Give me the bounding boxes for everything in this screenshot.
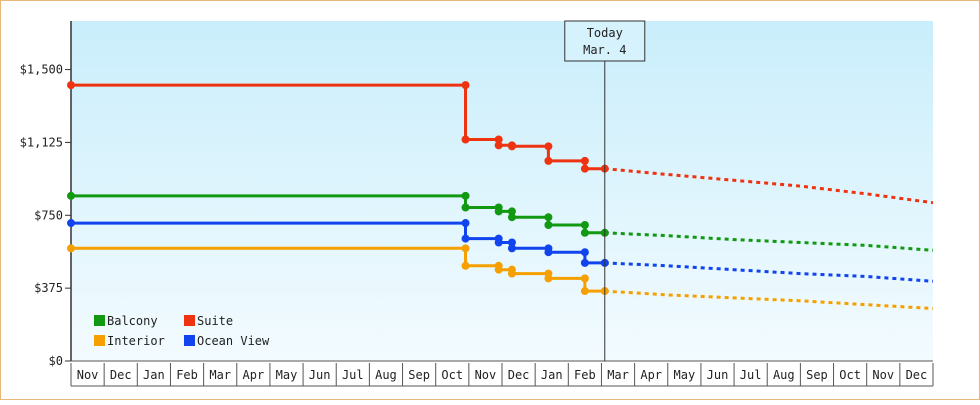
data-point-suite[interactable] bbox=[544, 156, 553, 165]
x-tick-label-may: May bbox=[674, 368, 696, 382]
x-tick-label-aug: Aug bbox=[375, 368, 397, 382]
data-point-interior[interactable] bbox=[544, 274, 553, 283]
x-tick-label-sep: Sep bbox=[806, 368, 828, 382]
x-tick-label-oct: Oct bbox=[839, 368, 861, 382]
data-point-interior[interactable] bbox=[580, 287, 589, 296]
data-point-ocean-view[interactable] bbox=[580, 258, 589, 267]
x-tick-label-apr: Apr bbox=[243, 368, 265, 382]
x-tick-label-dec: Dec bbox=[906, 368, 928, 382]
x-tick-label-jul: Jul bbox=[740, 368, 762, 382]
series-suite bbox=[67, 81, 934, 205]
x-tick-label-may: May bbox=[276, 368, 298, 382]
x-tick-label-dec: Dec bbox=[508, 368, 530, 382]
legend-swatch bbox=[94, 315, 105, 326]
x-tick-label-nov: Nov bbox=[475, 368, 497, 382]
data-point-balcony[interactable] bbox=[494, 207, 503, 216]
data-point-balcony[interactable] bbox=[507, 207, 516, 216]
data-point-interior[interactable] bbox=[67, 244, 75, 253]
legend-label: Interior bbox=[107, 334, 165, 348]
y-tick-label: $1,125 bbox=[20, 135, 63, 149]
data-point-ocean-view[interactable] bbox=[507, 244, 516, 253]
data-point-balcony[interactable] bbox=[580, 221, 589, 229]
data-point-ocean-view[interactable] bbox=[461, 234, 470, 243]
x-tick-label-nov: Nov bbox=[77, 368, 99, 382]
x-tick-label-dec: Dec bbox=[110, 368, 132, 382]
data-point-balcony[interactable] bbox=[544, 213, 553, 222]
series-forecast-ocean-view bbox=[604, 261, 934, 283]
series-forecast-balcony bbox=[604, 231, 934, 252]
x-tick-label-jan: Jan bbox=[541, 368, 563, 382]
data-point-ocean-view[interactable] bbox=[67, 219, 75, 228]
data-point-balcony[interactable] bbox=[461, 191, 470, 200]
data-point-balcony[interactable] bbox=[507, 213, 516, 222]
data-point-ocean-view[interactable] bbox=[461, 219, 470, 228]
x-tick-label-apr: Apr bbox=[640, 368, 662, 382]
data-point-suite[interactable] bbox=[580, 164, 589, 173]
legend-label: Suite bbox=[197, 314, 233, 328]
x-tick-label-nov: Nov bbox=[872, 368, 894, 382]
data-point-interior[interactable] bbox=[461, 244, 470, 253]
series-interior bbox=[67, 244, 934, 310]
series-forecast-suite bbox=[604, 167, 934, 205]
x-tick-label-mar: Mar bbox=[607, 368, 629, 382]
data-point-balcony[interactable] bbox=[461, 203, 470, 212]
legend-swatch bbox=[94, 335, 105, 346]
x-tick-label-feb: Feb bbox=[176, 368, 198, 382]
legend-item-suite[interactable]: Suite bbox=[184, 314, 233, 328]
data-point-ocean-view[interactable] bbox=[580, 248, 589, 257]
series-forecast-interior bbox=[604, 289, 934, 310]
data-point-interior[interactable] bbox=[494, 265, 503, 274]
y-tick-label: $0 bbox=[49, 354, 63, 368]
y-tick-label: $375 bbox=[34, 281, 63, 295]
x-tick-label-jan: Jan bbox=[143, 368, 165, 382]
data-point-balcony[interactable] bbox=[67, 191, 75, 200]
data-point-suite[interactable] bbox=[544, 142, 553, 151]
data-point-suite[interactable] bbox=[67, 81, 75, 90]
data-point-balcony[interactable] bbox=[544, 221, 553, 229]
data-point-interior[interactable] bbox=[461, 261, 470, 270]
data-point-suite[interactable] bbox=[580, 156, 589, 165]
legend-item-balcony[interactable]: Balcony bbox=[94, 314, 158, 328]
plot-area bbox=[71, 21, 933, 361]
x-tick-label-mar: Mar bbox=[209, 368, 231, 382]
data-point-suite[interactable] bbox=[507, 142, 516, 151]
x-tick-label-oct: Oct bbox=[441, 368, 463, 382]
data-point-suite[interactable] bbox=[461, 81, 470, 90]
x-tick-label-jul: Jul bbox=[342, 368, 364, 382]
x-tick-label-feb: Feb bbox=[574, 368, 596, 382]
data-point-interior[interactable] bbox=[580, 274, 589, 283]
legend-swatch bbox=[184, 335, 195, 346]
x-tick-label-sep: Sep bbox=[408, 368, 430, 382]
data-point-balcony[interactable] bbox=[580, 228, 589, 237]
data-point-suite[interactable] bbox=[494, 135, 503, 144]
x-tick-label-jun: Jun bbox=[707, 368, 729, 382]
legend-swatch bbox=[184, 315, 195, 326]
data-point-suite[interactable] bbox=[494, 141, 503, 150]
data-point-suite[interactable] bbox=[461, 135, 470, 144]
legend-label: Balcony bbox=[107, 314, 158, 328]
legend-item-interior[interactable]: Interior bbox=[94, 334, 165, 348]
today-date: Mar. 4 bbox=[583, 43, 626, 57]
x-tick-label-aug: Aug bbox=[773, 368, 795, 382]
legend-item-ocean-view[interactable]: Ocean View bbox=[184, 334, 270, 348]
y-tick-label: $750 bbox=[34, 208, 63, 222]
x-tick-label-jun: Jun bbox=[309, 368, 331, 382]
y-tick-label: $1,500 bbox=[20, 63, 63, 77]
legend-label: Ocean View bbox=[197, 334, 270, 348]
today-box bbox=[564, 20, 646, 62]
data-point-interior[interactable] bbox=[507, 269, 516, 278]
today-label: Today bbox=[587, 26, 623, 40]
series-ocean-view bbox=[67, 219, 934, 283]
data-point-ocean-view[interactable] bbox=[507, 238, 516, 247]
data-point-ocean-view[interactable] bbox=[544, 248, 553, 257]
data-point-ocean-view[interactable] bbox=[494, 238, 503, 247]
